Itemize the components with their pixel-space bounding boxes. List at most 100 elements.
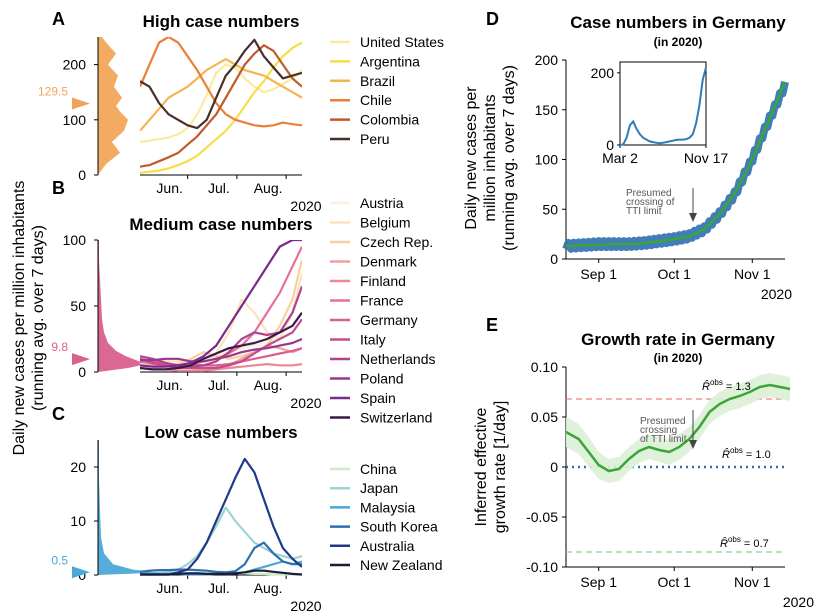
legend-label: Colombia — [360, 112, 419, 128]
series-line-new-zealand — [140, 569, 302, 576]
x-year-label: 2020 — [290, 598, 321, 611]
panel-title: Growth rate in Germany — [581, 330, 775, 349]
ref-label-high: R̂obs = 1.3 — [702, 378, 751, 393]
distribution-profile — [98, 240, 146, 372]
panel-subtitle: (in 2020) — [654, 35, 703, 49]
y-tick-label: 10 — [70, 513, 86, 529]
y-tick-label: 0 — [550, 251, 558, 267]
legend-label: Switzerland — [360, 410, 432, 426]
panel-letter: C — [52, 404, 65, 424]
panel-letter: B — [52, 178, 65, 198]
shared-ylabel-line1: Daily new cases per million inhabitants — [11, 181, 28, 456]
y-tick-label: 0 — [78, 364, 86, 380]
x-tick-label: Nov 1 — [734, 266, 771, 282]
panel-title: Case numbers in Germany — [570, 13, 786, 32]
annotation-text: crossing of — [626, 197, 675, 208]
panel-c: C Low case numbers 0 10 20 0.5 Jun. Jul. Aug. 202… — [51, 404, 442, 611]
x-tick-label: Oct 1 — [658, 574, 692, 590]
median-marker-value: 0.5 — [51, 553, 68, 567]
distribution-profile — [98, 440, 153, 575]
panel-title: Medium case numbers — [129, 215, 312, 234]
series-line-poland — [140, 337, 302, 363]
x-tick-label: Sep 1 — [580, 574, 617, 590]
uncertainty-band — [566, 373, 790, 483]
ref-label-low: R̂obs = 0.7 — [720, 535, 769, 550]
series-line-belgium — [140, 272, 302, 363]
series-line-chile — [140, 37, 302, 128]
panel-d: D Case numbers in Germany (in 2020) Daily n… — [463, 9, 792, 302]
legend-label: South Korea — [360, 519, 438, 535]
panel-title: Low case numbers — [144, 423, 297, 442]
median-marker-triangle — [72, 566, 90, 579]
series-line-model — [565, 81, 787, 248]
annotation-text: Presumed — [626, 188, 672, 199]
x-tick-label: Jun. — [156, 580, 182, 596]
legend-label: Malaysia — [360, 499, 415, 515]
x-year-label: 2020 — [290, 395, 321, 411]
y-tick-label: 0 — [78, 567, 86, 583]
annotation-arrow-head — [689, 213, 697, 222]
series-line-czech-rep- — [140, 259, 302, 367]
x-tick-label: Aug. — [254, 180, 283, 196]
series-lines — [140, 37, 302, 174]
x-year-label: 2020 — [783, 594, 814, 610]
inset-series-line — [619, 67, 707, 146]
x-year-label: 2020 — [290, 198, 321, 214]
shared-ylabel-line2: (running avg. over 7 days) — [30, 225, 47, 411]
x-tick-label: Jul. — [208, 180, 230, 196]
y-tick-label: 100 — [535, 152, 559, 168]
annotation-text: TTI limit — [626, 206, 662, 217]
annotation-text: Presumed — [640, 416, 686, 427]
panel-b: B Medium case numbers 0 50 100 9.8 Jun. Jul. Aug… — [51, 178, 435, 426]
series-line-brazil — [140, 58, 302, 132]
legend-label: Austria — [360, 195, 404, 211]
legend-label: Spain — [360, 390, 396, 406]
x-tick-label: Aug. — [254, 580, 283, 596]
median-marker-value: 129.5 — [38, 85, 68, 99]
median-marker-triangle — [72, 97, 90, 110]
legend-label: Czech Rep. — [360, 234, 433, 250]
panel-letter: D — [486, 9, 499, 29]
series-line-colombia — [140, 44, 302, 168]
legend-label: Denmark — [360, 254, 418, 270]
distribution-profile — [98, 37, 128, 175]
x-year-label: 2020 — [761, 286, 792, 302]
x-tick-label: Aug. — [254, 377, 283, 393]
median-marker-triangle — [72, 353, 90, 366]
series-line-argentina — [140, 41, 302, 174]
x-tick-label: Jul. — [208, 580, 230, 596]
series-line-united-states — [140, 63, 302, 143]
legend-label: Germany — [360, 312, 418, 328]
legend-label: France — [360, 293, 404, 309]
legend-label: Italy — [360, 332, 386, 348]
panel-title: High case numbers — [143, 12, 300, 31]
annotation-text: crossing — [640, 425, 677, 436]
y-axis-label-line: million inhabitants — [482, 94, 499, 221]
series-line-peru — [140, 38, 302, 130]
y-tick-label: -0.05 — [526, 509, 558, 525]
y-tick-label: 100 — [63, 232, 87, 248]
series-lines — [140, 457, 302, 576]
inset-y-tick-label: 200 — [591, 65, 615, 81]
y-tick-label: -0.10 — [526, 559, 558, 575]
legend-label: Poland — [360, 371, 404, 387]
series-line-growth-rate — [565, 383, 791, 473]
panel-subtitle: (in 2020) — [654, 351, 703, 365]
y-tick-label: 50 — [542, 201, 558, 217]
series-lines — [140, 240, 302, 372]
legend-label: China — [360, 461, 397, 477]
y-tick-label: 0 — [78, 167, 86, 183]
legend-label: Chile — [360, 92, 392, 108]
x-tick-label: Jul. — [208, 377, 230, 393]
legend-label: Netherlands — [360, 351, 436, 367]
legend-label: Argentina — [360, 53, 420, 69]
y-tick-label: 150 — [535, 102, 559, 118]
legend-label: Brazil — [360, 73, 395, 89]
ref-label-mid: R̂obs = 1.0 — [722, 446, 771, 461]
inset-x-tick-label: Mar 2 — [602, 150, 638, 166]
legend-label: New Zealand — [360, 557, 443, 573]
inset-y-tick-label: 0 — [606, 137, 614, 153]
inset-frame — [619, 61, 707, 146]
legend-label: United States — [360, 34, 444, 50]
